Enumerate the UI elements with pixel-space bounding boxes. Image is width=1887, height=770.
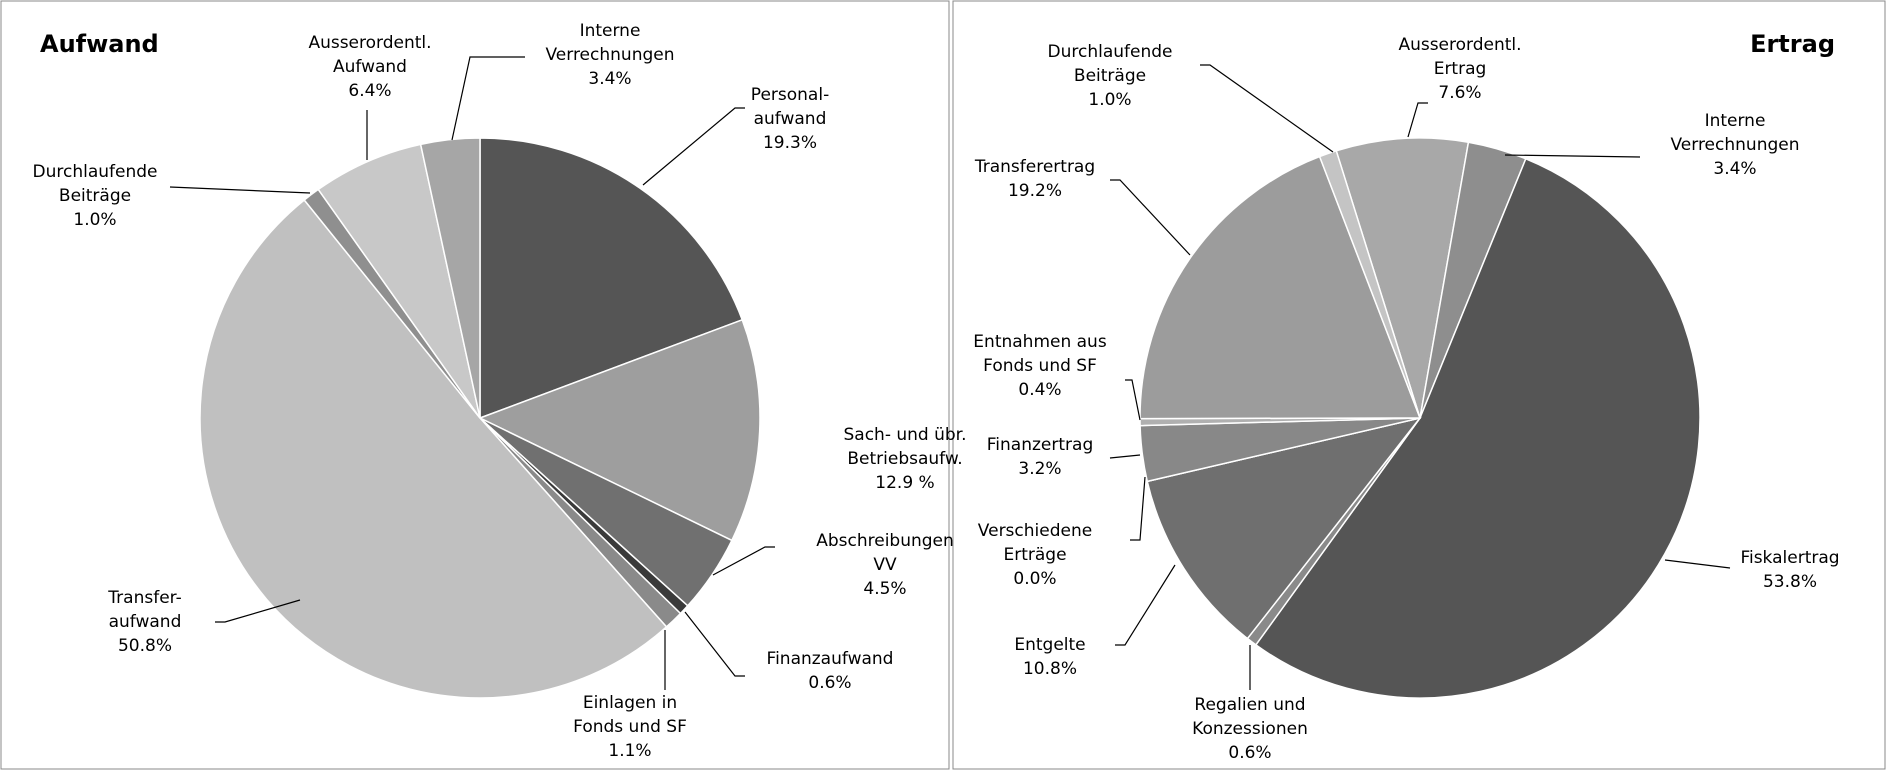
leader-line <box>1130 476 1146 541</box>
pie-slice <box>317 143 481 419</box>
value-label: 50.8% <box>118 636 172 656</box>
slice-label: Sach- und übr. Betriebsaufw. <box>843 425 966 469</box>
slice-label: Durchlaufende Beiträge <box>1048 42 1173 86</box>
leader-line <box>169 186 311 194</box>
pie-slice <box>1254 157 1701 699</box>
slice-label: Einlagen in Fonds und SF <box>573 693 687 737</box>
slice-label: Verschiedene Erträge <box>978 521 1092 565</box>
leader-line <box>1504 154 1641 158</box>
value-label: 53.8% <box>1763 572 1817 592</box>
leader-line <box>684 611 745 677</box>
value-label: 3.2% <box>1018 459 1061 479</box>
pie-slice <box>199 198 668 699</box>
value-label: 0.0% <box>1013 569 1056 589</box>
leader-line <box>1125 379 1141 421</box>
slice-label: Ausserordentl. Aufwand <box>308 33 431 77</box>
leader-line <box>1110 179 1191 256</box>
leader-line <box>1115 564 1176 646</box>
value-label: 7.6% <box>1438 83 1481 103</box>
leader-line <box>1407 102 1428 138</box>
value-label: 19.3% <box>763 133 817 153</box>
slice-label: Interne Verrechnungen <box>1670 111 1799 155</box>
value-label: 6.4% <box>348 81 391 101</box>
slice-label: Entgelte <box>1014 635 1085 655</box>
slice-label: Finanzaufwand <box>767 649 894 669</box>
leader-line <box>1200 64 1334 153</box>
pie-slice <box>1146 416 1422 640</box>
value-label: 1.1% <box>608 741 651 761</box>
slice-label: Regalien und Konzessionen <box>1192 695 1308 739</box>
leader-line <box>1109 454 1141 459</box>
leader-line <box>451 56 525 141</box>
slice-label: Personal-aufwand <box>751 85 829 129</box>
pie-slice <box>479 137 744 420</box>
value-label: 0.6% <box>1228 743 1271 763</box>
pie-slice <box>1139 155 1422 420</box>
slice-label: Abschreibungen VV <box>816 531 954 575</box>
slice-label: Finanzertrag <box>987 435 1093 455</box>
slice-label: Transferertrag <box>974 157 1095 177</box>
value-label: 0.4% <box>1018 380 1061 400</box>
slice-label: Entnahmen aus Fonds und SF <box>973 332 1107 376</box>
slice-label: Interne Verrechnungen <box>545 21 674 65</box>
pie-slice <box>419 137 481 419</box>
panel <box>0 0 950 770</box>
value-label: 10.8% <box>1023 659 1077 679</box>
value-label: 4.5% <box>863 579 906 599</box>
leader-line <box>712 546 775 576</box>
value-label: 0.6% <box>808 673 851 693</box>
value-label: 3.4% <box>588 69 631 89</box>
pie-slice <box>478 318 761 542</box>
slice-label: Durchlaufende Beiträge <box>33 162 158 206</box>
chart-title: Aufwand <box>40 30 159 58</box>
chart-title: Ertrag <box>1750 30 1835 58</box>
slice-label: Fiskalertrag <box>1740 548 1839 568</box>
value-label: 3.4% <box>1713 159 1756 179</box>
value-label: 19.2% <box>1008 181 1062 201</box>
slice-label: Transfer-aufwand <box>107 588 181 632</box>
leader-line <box>215 599 301 623</box>
value-label: 1.0% <box>73 210 116 230</box>
leader-line <box>1664 559 1731 569</box>
slice-label: Ausserordentl. Ertrag <box>1398 35 1521 79</box>
value-label: 1.0% <box>1088 90 1131 110</box>
panel <box>952 0 1886 770</box>
leader-line <box>642 107 745 186</box>
pie-slice <box>1335 137 1470 419</box>
value-label: 12.9 % <box>875 473 934 493</box>
pie-slice <box>1318 149 1421 419</box>
